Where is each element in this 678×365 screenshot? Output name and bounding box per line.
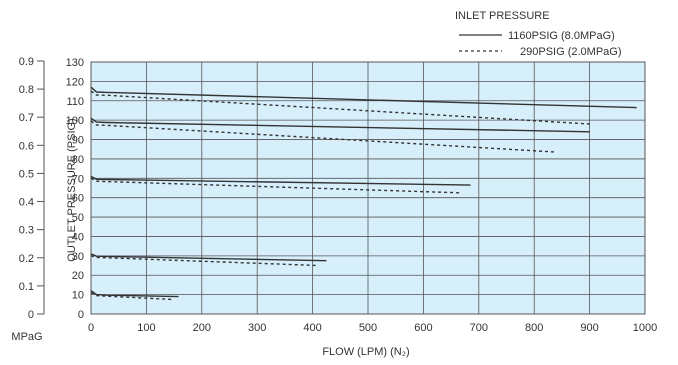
secondary-axis-unit: MPaG xyxy=(11,331,42,343)
curve-290psig xyxy=(90,90,590,125)
curve-1160psig xyxy=(90,86,637,109)
x-tick-label: 200 xyxy=(193,322,211,334)
secondary-tick-label: 0.1 xyxy=(19,281,34,293)
curve-290psig xyxy=(90,177,460,194)
legend: INLET PRESSURE 1160PSIG (8.0MPaG) 290PSI… xyxy=(455,10,622,58)
data-curves xyxy=(90,86,637,301)
secondary-tick-label: 0.6 xyxy=(19,140,34,152)
y-tick-label: 60 xyxy=(72,193,84,205)
secondary-tick-label: 0.4 xyxy=(19,197,34,209)
curve-290psig xyxy=(90,255,319,267)
y-tick-label: 40 xyxy=(72,231,84,243)
y-tick-label: 70 xyxy=(72,173,84,185)
y-tick-label: 20 xyxy=(72,270,84,282)
x-tick-label: 600 xyxy=(414,322,432,334)
legend-entry-1160psig: 1160PSIG (8.0MPaG) xyxy=(508,30,615,42)
y-tick-label: 100 xyxy=(66,115,84,127)
plot-frame xyxy=(90,61,646,315)
x-tick-label: 500 xyxy=(359,322,377,334)
y-axis-title: OUTLET PRESSURE (PSIG) xyxy=(66,118,78,261)
y-tick-label: 0 xyxy=(78,309,84,321)
y-tick-label: 110 xyxy=(66,96,84,108)
legend-entry-290psig: 290PSIG (2.0MPaG) xyxy=(520,46,622,58)
x-tick-label: 100 xyxy=(137,322,155,334)
x-tick-label: 900 xyxy=(580,322,598,334)
curve-290psig xyxy=(90,292,174,301)
secondary-tick-label: 0.8 xyxy=(19,84,34,96)
curve-1160psig xyxy=(90,290,179,298)
secondary-axis: 0 0.1 0.2 0.3 0.4 0.5 0.6 0.7 0.8 0.9 xyxy=(19,56,45,321)
secondary-tick-label: 0.9 xyxy=(19,56,34,68)
curve-290psig xyxy=(90,120,557,153)
secondary-tick-label: 0 xyxy=(28,309,34,321)
x-tick-label: 400 xyxy=(303,322,321,334)
secondary-tick-label: 0.3 xyxy=(19,225,34,237)
curve-1160psig xyxy=(90,253,327,262)
secondary-tick-label: 0.5 xyxy=(19,168,34,180)
y-tick-label: 50 xyxy=(72,212,84,224)
x-axis-ticks: 0 100 200 300 400 500 600 700 800 900 1000 xyxy=(88,322,657,334)
curve-1160psig xyxy=(90,175,471,186)
y-tick-label: 120 xyxy=(66,76,84,88)
curve-1160psig xyxy=(90,117,590,133)
y-tick-label: 10 xyxy=(72,290,84,302)
x-tick-label: 1000 xyxy=(633,322,657,334)
secondary-tick-label: 0.7 xyxy=(19,112,34,124)
y-tick-label: 90 xyxy=(72,135,84,147)
secondary-tick-label: 0.2 xyxy=(19,253,34,265)
x-axis-title: FLOW (LPM) (N₂) xyxy=(322,346,409,358)
x-tick-label: 300 xyxy=(248,322,266,334)
x-tick-label: 0 xyxy=(88,322,94,334)
y-tick-label: 130 xyxy=(66,57,84,69)
y-tick-label: 80 xyxy=(72,154,84,166)
x-tick-label: 700 xyxy=(470,322,488,334)
x-tick-label: 800 xyxy=(525,322,543,334)
y-tick-label: 30 xyxy=(72,251,84,263)
legend-title: INLET PRESSURE xyxy=(455,10,550,22)
y-axis-ticks: 0 10 20 30 40 50 60 70 80 90 100 110 120 130 xyxy=(66,57,84,321)
